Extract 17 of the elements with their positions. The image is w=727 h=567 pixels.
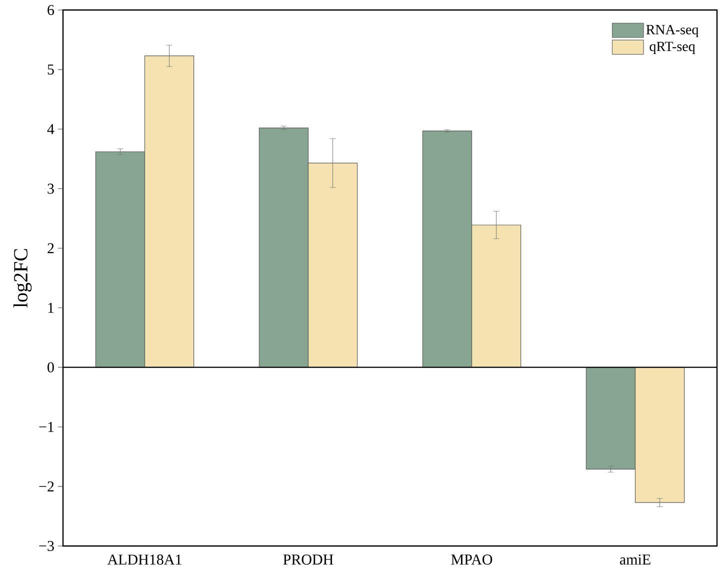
y-tick-label: −1: [39, 422, 54, 432]
y-tick-label: 5: [48, 64, 54, 75]
x-tick-label: amiE: [620, 554, 650, 565]
y-tick-label: 0: [48, 362, 54, 372]
y-tick-label: −2: [39, 481, 54, 492]
y-tick-label: 6: [48, 4, 54, 16]
y-tick-label: 4: [47, 124, 54, 134]
x-tick-label: PRODH: [283, 554, 334, 565]
y-tick-label: 2: [48, 243, 54, 254]
x-tick-label: MPAO: [451, 554, 492, 565]
legend-label: qRT-seq: [650, 42, 696, 54]
y-tick-label: −3: [39, 540, 54, 552]
y-axis-title: log2FC: [13, 249, 32, 308]
legend-label: RNA-seq: [646, 24, 698, 38]
y-tick-label: 3: [48, 184, 54, 194]
y-tick-label: 1: [48, 302, 54, 313]
x-tick-label: ALDH18A1: [107, 554, 182, 565]
